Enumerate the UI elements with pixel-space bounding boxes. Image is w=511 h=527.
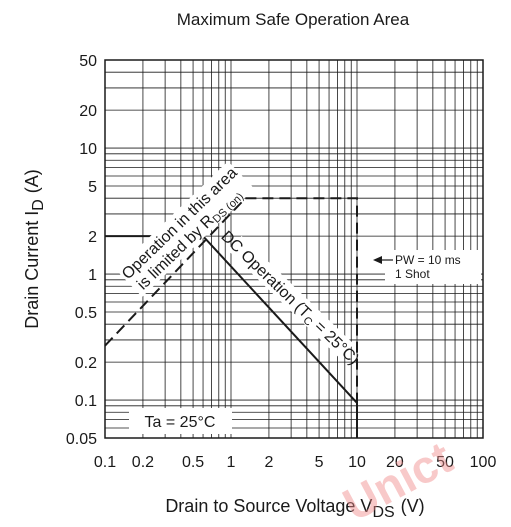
ta-label-box: [129, 408, 232, 434]
y-tick-label: 50: [79, 53, 97, 70]
x-tick-label: 0.1: [94, 454, 116, 471]
x-axis-label: Drain to Source Voltage VDS (V): [165, 496, 424, 521]
y-tick-label: 10: [79, 141, 97, 158]
x-tick-label: 5: [315, 454, 324, 471]
x-tick-label: 0.5: [182, 454, 204, 471]
x-tick-labels: 0.1 0.2 0.5 1 2 5 10 20 50 100: [94, 454, 497, 471]
y-tick-label: 0.2: [75, 355, 97, 372]
x-tick-label: 0.2: [132, 454, 154, 471]
x-tick-label: 2: [264, 454, 273, 471]
x-tick-label: 100: [470, 454, 497, 471]
y-tick-labels: 0.05 0.1 0.2 0.5 1 2 5 10 20 50: [66, 53, 97, 448]
pw-label-box: [385, 250, 481, 284]
ta-label: Ta = 25°C: [145, 414, 216, 431]
y-tick-label: 0.5: [75, 305, 97, 322]
rds-annotation: Operation in this area is limited by RDS…: [115, 161, 255, 298]
y-tick-label: 0.1: [75, 393, 97, 410]
y-tick-label: 2: [88, 229, 97, 246]
y-tick-label: 0.05: [66, 431, 97, 448]
x-tick-label: 20: [386, 454, 404, 471]
plot-frame: [104, 59, 484, 439]
pw-arrow: [373, 256, 382, 264]
x-tick-label: 10: [348, 454, 366, 471]
x-tick-label: 50: [436, 454, 454, 471]
chart-title: Maximum Safe Operation Area: [177, 10, 410, 29]
y-tick-label: 20: [79, 103, 97, 120]
series-line-2: [245, 197, 358, 438]
y-axis-label: Drain Current ID(A): [22, 169, 47, 329]
y-tick-label: 1: [88, 267, 97, 284]
dc-label: DC Operation (TC = 25°C): [216, 228, 362, 370]
pw-shot-label: 1 Shot: [395, 267, 430, 281]
rds-label-line1: Operation in this area: [119, 164, 241, 283]
watermark: Unict: [335, 431, 461, 527]
pw-label: PW = 10 ms: [395, 253, 461, 267]
dc-annotation: DC Operation (TC = 25°C): [216, 228, 362, 370]
x-tick-label: 1: [227, 454, 236, 471]
y-tick-label: 5: [88, 179, 97, 196]
